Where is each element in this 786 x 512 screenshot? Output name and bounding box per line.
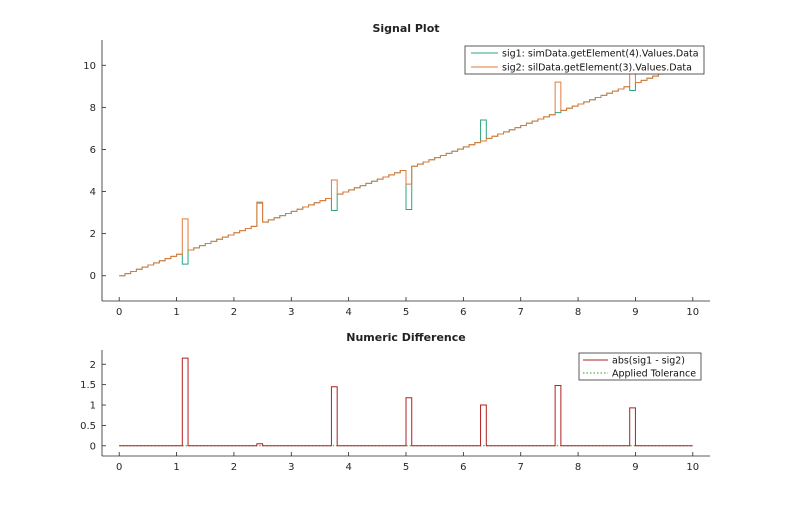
numeric-difference-x-tick-label: 8 [575,462,581,473]
signal-plot-area [119,61,694,277]
signal-plot-legend-box [464,45,705,75]
legend-tolerance-label: Applied Tolerance [612,369,696,380]
signal-plot-x-tick-label: 7 [518,307,524,318]
signal-plot-x-tick-label: 9 [632,307,638,318]
numeric-difference-x-tick-label: 9 [632,462,638,473]
numeric-difference-x-tick-label: 6 [460,462,466,473]
legend-sig1-label: sig1: simData.getElement(4).Values.Data [502,49,699,60]
signal-plot-y-tick-label: 10 [83,61,96,72]
numeric-difference-title: Numeric Difference [346,331,465,344]
sig2-line [119,61,694,277]
signal-plot-axes: 0 1 2 3 4 5 6 7 8 9 10 0 2 4 6 8 10 [83,40,710,318]
signal-plot-x-tick-label: 2 [231,307,237,318]
numeric-difference-legend-box [578,352,702,381]
legend-sig2-label: sig2: silData.getElement(3).Values.Data [502,63,692,74]
signal-plot-x-tick-label: 6 [460,307,466,318]
numeric-difference-x-tick-label: 10 [686,462,699,473]
numeric-difference-y-tick-label: 1.5 [80,380,96,391]
signal-plot-x-tick-label: 8 [575,307,581,318]
numeric-difference-y-tick-label: 1 [90,401,96,412]
numeric-difference-axes: 0 1 2 3 4 5 6 7 8 9 10 0 0.5 1 1.5 2 [80,350,710,473]
numeric-difference-x-tick-label: 3 [288,462,294,473]
signal-plot-x-tick-label: 3 [288,307,294,318]
signal-plot-y-tick-label: 0 [90,271,96,282]
signal-plot-x-tick-label: 10 [686,307,699,318]
numeric-difference-x-tick-label: 7 [518,462,524,473]
signal-plot-x-tick-label: 4 [345,307,351,318]
numeric-difference-area [119,357,693,447]
legend-abs-diff-label: abs(sig1 - sig2) [612,356,685,367]
signal-plot-title: Signal Plot [372,22,439,35]
abs-diff-line [119,357,693,447]
signal-plot-y-tick-label: 2 [90,229,96,240]
numeric-difference-x-tick-label: 1 [173,462,179,473]
signal-plot-x-tick-label: 0 [116,307,122,318]
numeric-difference-x-tick-label: 2 [231,462,237,473]
signal-plot-y-tick-label: 4 [90,187,96,198]
signal-plot-y-tick-label: 8 [90,103,96,114]
numeric-difference-chart: Numeric Difference 0 1 2 3 4 5 6 7 8 9 10 0 0.5 1 1.5 2… [80,331,710,473]
numeric-difference-y-tick-label: 0.5 [80,421,96,432]
numeric-difference-x-tick-label: 5 [403,462,409,473]
numeric-difference-legend: abs(sig1 - sig2) Applied Tolerance [578,352,702,381]
numeric-difference-y-tick-label: 2 [90,360,96,371]
numeric-difference-y-tick-label: 0 [90,441,96,452]
numeric-difference-x-tick-label: 4 [345,462,351,473]
numeric-difference-x-tick-label: 0 [116,462,122,473]
signal-plot-x-tick-label: 1 [173,307,179,318]
signal-plot-chart: Signal Plot 0 1 2 3 4 5 6 7 8 9 10 0 2 4 6 8 10 sig1: si… [83,22,710,318]
signal-plot-y-tick-label: 6 [90,145,96,156]
signal-plot-x-tick-label: 5 [403,307,409,318]
signal-plot-legend: sig1: simData.getElement(4).Values.Data … [464,45,705,75]
